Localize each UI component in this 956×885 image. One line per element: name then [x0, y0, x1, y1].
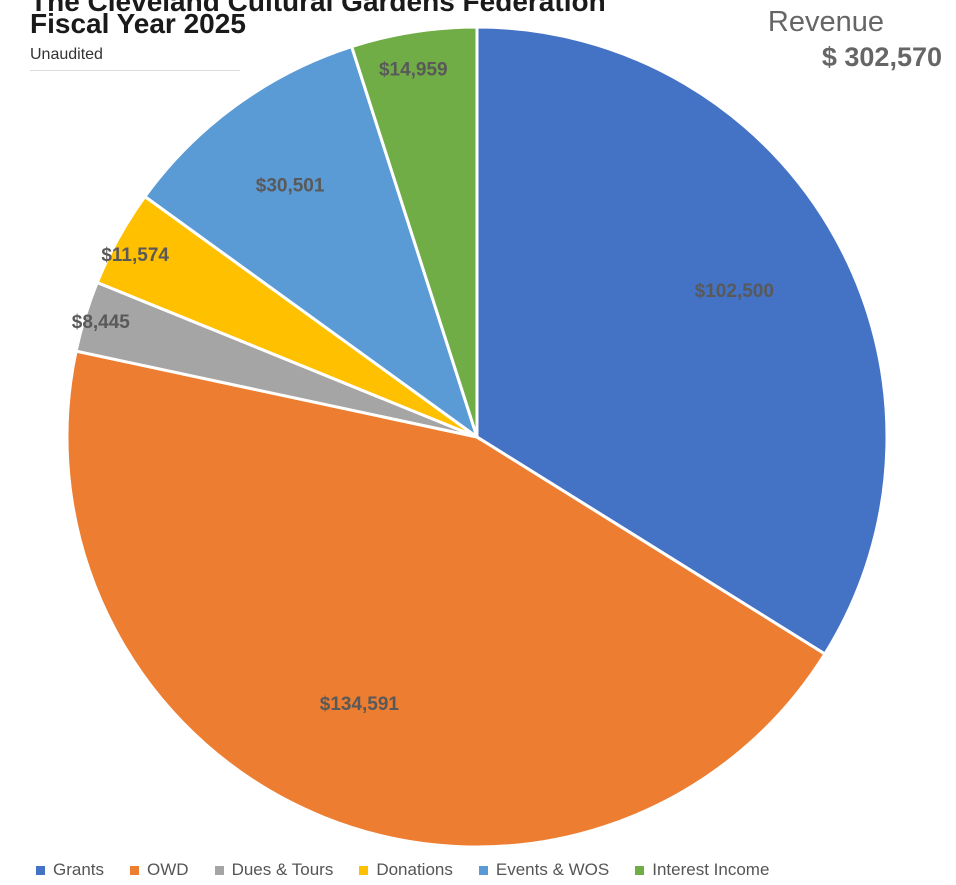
data-label-grants: $102,500	[695, 281, 774, 302]
legend-label-donations: Donations	[376, 860, 453, 879]
legend-item-events-wos: Events & WOS	[478, 860, 610, 880]
pie-slice-grants	[475, 25, 889, 657]
legend-item-donations: Donations	[359, 860, 453, 880]
legend-label-dues-tours: Dues & Tours	[231, 860, 334, 879]
revenue-label: Revenue	[767, 6, 884, 38]
legend-swatch-donations	[359, 865, 369, 875]
legend-swatch-interest-income	[635, 865, 645, 875]
data-label-dues-tours: $8,445	[72, 312, 131, 333]
legend-swatch-owd	[130, 865, 140, 875]
pie-slice-events-wos	[142, 44, 480, 441]
data-label-donations: $11,574	[101, 245, 169, 266]
pie-slice-owd	[65, 349, 827, 849]
legend-swatch-grants	[36, 865, 45, 875]
data-label-events-wos: $30,501	[256, 176, 325, 197]
chart-legend: Grants OWD Dues & Tours Donations Events & W…	[36, 860, 795, 880]
legend-item-dues-tours: Dues & Tours	[214, 860, 334, 880]
legend-swatch-events-wos	[478, 865, 488, 875]
legend-item-grants: Grants	[36, 860, 104, 880]
revenue-total: $ 302,570	[821, 42, 942, 72]
legend-label-grants: Grants	[53, 860, 105, 879]
legend-item-interest-income: Interest Income	[635, 860, 769, 880]
legend-swatch-dues-tours	[214, 865, 224, 875]
pie-slice-interest-income	[349, 25, 479, 438]
data-label-interest-income: $14,959	[379, 59, 448, 80]
legend-item-owd: OWD	[130, 860, 189, 880]
subtitle-divider	[30, 70, 240, 71]
chart-subtitle: Unaudited	[30, 46, 103, 63]
legend-label-owd: OWD	[147, 860, 189, 879]
data-label-owd: $134,591	[320, 694, 400, 715]
chart-title-line1: The Cleveland Cultural Gardens Federatio…	[30, 0, 606, 17]
chart-title-line2: Fiscal Year 2025	[30, 8, 246, 39]
legend-label-events-wos: Events & WOS	[495, 860, 610, 879]
legend-label-interest-income: Interest Income	[652, 860, 770, 879]
